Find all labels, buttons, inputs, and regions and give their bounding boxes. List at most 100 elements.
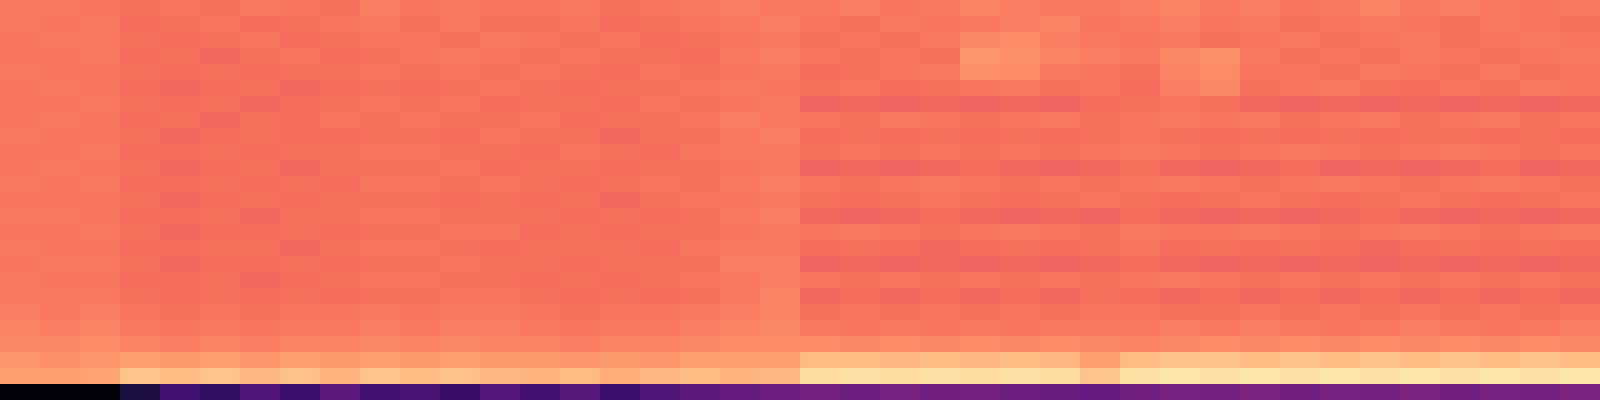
cell: [1400, 128, 1441, 145]
cell: [800, 352, 841, 369]
cell: [360, 16, 401, 33]
cell: [960, 304, 1001, 321]
cell: [880, 208, 921, 225]
cell: [1040, 112, 1081, 129]
cell: [480, 288, 521, 305]
cell: [880, 192, 921, 209]
cell: [1000, 240, 1041, 257]
cell: [40, 112, 81, 129]
cell: [160, 384, 201, 400]
cell: [1120, 128, 1161, 145]
cell: [1240, 176, 1281, 193]
cell: [1480, 304, 1521, 321]
cell: [1400, 176, 1441, 193]
cell: [400, 64, 441, 81]
cell: [760, 352, 801, 369]
cell: [1520, 64, 1561, 81]
cell: [600, 32, 641, 49]
cell: [720, 32, 761, 49]
cell: [560, 0, 601, 17]
cell: [720, 336, 761, 353]
cell: [1360, 96, 1401, 113]
cell: [1560, 208, 1600, 225]
cell: [160, 288, 201, 305]
cell: [200, 240, 241, 257]
cell: [200, 352, 241, 369]
cell: [440, 80, 481, 97]
cell: [400, 208, 441, 225]
cell: [1280, 240, 1321, 257]
cell: [1000, 80, 1041, 97]
cell: [1160, 304, 1201, 321]
cell: [760, 96, 801, 113]
cell: [960, 352, 1001, 369]
cell: [1080, 208, 1121, 225]
cell: [680, 336, 721, 353]
cell: [1480, 336, 1521, 353]
cell: [920, 48, 961, 65]
cell: [800, 384, 841, 400]
cell: [840, 336, 881, 353]
cell: [640, 160, 681, 177]
cell: [480, 192, 521, 209]
cell: [480, 80, 521, 97]
cell: [520, 16, 561, 33]
cell: [400, 240, 441, 257]
cell: [200, 288, 241, 305]
cell: [480, 272, 521, 289]
cell: [760, 224, 801, 241]
cell: [1200, 32, 1241, 49]
cell: [1080, 48, 1121, 65]
cell: [1000, 192, 1041, 209]
cell: [200, 128, 241, 145]
cell: [320, 160, 361, 177]
cell: [1080, 368, 1121, 385]
cell: [840, 96, 881, 113]
cell: [1240, 0, 1281, 17]
cell: [1240, 288, 1281, 305]
cell: [640, 352, 681, 369]
cell: [40, 192, 81, 209]
cell: [120, 112, 161, 129]
cell: [760, 288, 801, 305]
cell: [160, 336, 201, 353]
cell: [1440, 96, 1481, 113]
cell: [1280, 176, 1321, 193]
cell: [1080, 240, 1121, 257]
cell: [1080, 96, 1121, 113]
cell: [560, 256, 601, 273]
cells: [0, 0, 1600, 400]
cell: [360, 192, 401, 209]
cell: [680, 16, 721, 33]
cell: [40, 48, 81, 65]
cell: [440, 16, 481, 33]
cell: [880, 224, 921, 241]
cell: [640, 224, 681, 241]
cell: [80, 16, 121, 33]
cell: [760, 384, 801, 400]
cell: [1520, 80, 1561, 97]
cell: [680, 32, 721, 49]
cell: [1080, 224, 1121, 241]
cell: [1520, 336, 1561, 353]
cell: [1360, 0, 1401, 17]
cell: [840, 368, 881, 385]
cell: [160, 304, 201, 321]
cell: [80, 288, 121, 305]
cell: [1160, 320, 1201, 337]
cell: [1280, 48, 1321, 65]
cell: [1320, 80, 1361, 97]
cell: [960, 256, 1001, 273]
cell: [720, 64, 761, 81]
cell: [1080, 16, 1121, 33]
cell: [1040, 352, 1081, 369]
cell: [1480, 32, 1521, 49]
cell: [600, 384, 641, 400]
cell: [440, 304, 481, 321]
cell: [1560, 48, 1600, 65]
cell: [800, 48, 841, 65]
cell: [1360, 144, 1401, 161]
cell: [1440, 80, 1481, 97]
cell: [320, 0, 361, 17]
cell: [720, 144, 761, 161]
